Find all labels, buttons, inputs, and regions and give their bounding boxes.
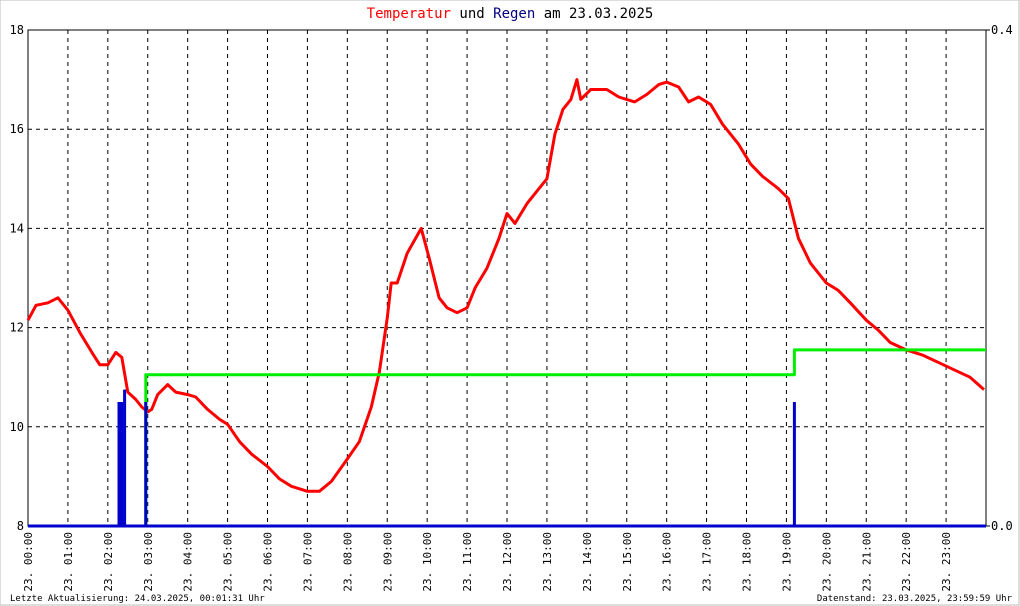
y-tick-label: 14 [10, 221, 24, 235]
x-tick-label: 23. 18:00 [741, 532, 754, 592]
footer-left: Letzte Aktualisierung: 24.03.2025, 00:01… [10, 594, 265, 604]
x-tick-label: 23. 05:00 [222, 532, 235, 592]
x-tick-label: 23. 19:00 [780, 532, 793, 592]
x-tick-label: 23. 01:00 [62, 532, 75, 592]
y-tick-label: 8 [17, 519, 24, 533]
y-tick-label: 16 [10, 122, 24, 136]
rain-bar [123, 389, 127, 526]
x-tick-label: 23. 02:00 [102, 532, 115, 592]
x-tick-label: 23. 14:00 [581, 532, 594, 592]
x-tick-label: 23. 16:00 [661, 532, 674, 592]
rain-bar [120, 402, 124, 526]
x-tick-label: 23. 13:00 [541, 532, 554, 592]
x-tick-label: 23. 20:00 [820, 532, 833, 592]
x-tick-label: 23. 06:00 [262, 532, 275, 592]
x-tick-label: 23. 12:00 [501, 532, 514, 592]
rain-bar [792, 402, 796, 526]
title-part: Regen [493, 6, 535, 22]
x-tick-label: 23. 15:00 [621, 532, 634, 592]
x-tick-label: 23. 22:00 [900, 532, 913, 592]
y-tick-label: 18 [10, 23, 24, 37]
x-tick-label: 23. 07:00 [301, 532, 314, 592]
x-tick-label: 23. 08:00 [341, 532, 354, 592]
title-part: Temperatur [367, 6, 451, 22]
chart-title: Temperatur und Regen am 23.03.2025 [367, 6, 654, 22]
y-tick-label: 12 [10, 321, 24, 335]
x-tick-label: 23. 17:00 [701, 532, 714, 592]
title-part: und [459, 6, 484, 22]
y-tick-label: 10 [10, 420, 24, 434]
y2-tick-label: 0.4 [991, 23, 1013, 37]
x-tick-label: 23. 09:00 [381, 532, 394, 592]
title-part: am 23.03.2025 [544, 6, 654, 22]
x-tick-label: 23. 04:00 [182, 532, 195, 592]
rain-bar [144, 402, 148, 526]
y2-tick-label: 0.0 [991, 519, 1013, 533]
x-tick-label: 23. 00:00 [22, 532, 35, 592]
footer-right: Datenstand: 23.03.2025, 23:59:59 Uhr [817, 594, 1013, 604]
x-tick-label: 23. 03:00 [142, 532, 155, 592]
x-tick-label: 23. 10:00 [421, 532, 434, 592]
rain-bar [117, 402, 121, 526]
series-line [26, 78, 985, 493]
x-tick-label: 23. 23:00 [940, 532, 953, 592]
x-tick-label: 23. 11:00 [461, 532, 474, 592]
x-tick-label: 23. 21:00 [860, 532, 873, 592]
